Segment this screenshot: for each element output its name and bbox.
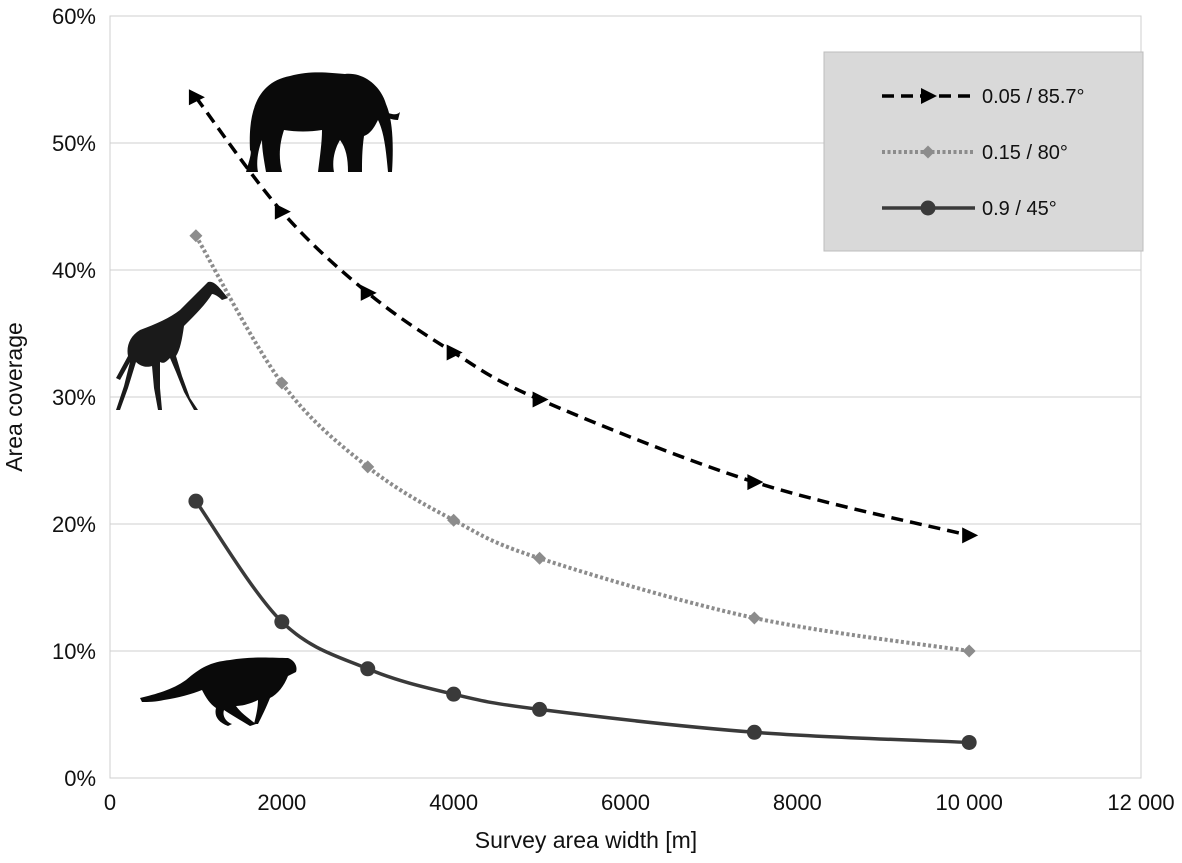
data-point <box>274 614 290 630</box>
y-tick-label: 50% <box>52 131 96 156</box>
legend-marker <box>921 88 937 104</box>
data-point <box>188 493 204 509</box>
y-axis: 0% 10% 20% 30% 40% 50% 60% <box>52 4 96 791</box>
x-tick-label: 8000 <box>773 790 822 815</box>
data-point <box>447 513 461 527</box>
series-3 <box>188 493 977 750</box>
x-axis: 0 2000 4000 6000 8000 10 000 12 000 <box>104 790 1175 815</box>
data-point <box>188 89 205 106</box>
data-point <box>532 701 548 717</box>
legend-item: 0.05 / 85.7° <box>882 86 1085 108</box>
y-tick-label: 30% <box>52 385 96 410</box>
y-axis-title: Area coverage <box>1 322 27 472</box>
legend-box <box>823 51 1144 252</box>
data-point <box>533 551 547 565</box>
data-point <box>746 724 762 740</box>
data-point <box>962 527 979 544</box>
y-tick-label: 60% <box>52 4 96 29</box>
x-axis-title: Survey area width [m] <box>475 827 697 853</box>
y-tick-label: 40% <box>52 258 96 283</box>
y-tick-label: 0% <box>64 766 96 791</box>
data-point <box>747 474 764 491</box>
legend-item: 0.9 / 45° <box>882 198 1057 220</box>
data-point <box>360 661 376 677</box>
legend-marker <box>920 200 936 216</box>
x-tick-label: 10 000 <box>936 790 1003 815</box>
series-layer <box>188 89 979 750</box>
legend-label: 0.05 / 85.7° <box>982 86 1085 108</box>
data-point <box>962 644 976 658</box>
legend-item: 0.15 / 80° <box>882 142 1068 164</box>
y-tick-label: 10% <box>52 639 96 664</box>
y-tick-label: 20% <box>52 512 96 537</box>
x-tick-label: 0 <box>104 790 116 815</box>
data-point <box>189 229 203 243</box>
elephant-icon <box>246 72 400 172</box>
legend-label: 0.15 / 80° <box>982 142 1068 164</box>
data-point <box>747 611 761 625</box>
legend: 0.05 / 85.7° 0.15 / 80° 0.9 / 45° <box>823 51 1144 252</box>
x-tick-label: 6000 <box>601 790 650 815</box>
data-point <box>360 284 377 301</box>
legend-items: 0.05 / 85.7° 0.15 / 80° 0.9 / 45° <box>882 86 1085 220</box>
x-tick-label: 4000 <box>429 790 478 815</box>
data-point <box>275 376 289 390</box>
giraffe-icon <box>116 281 228 410</box>
cheetah-icon <box>140 657 297 726</box>
data-point <box>532 391 549 408</box>
legend-label: 0.9 / 45° <box>982 198 1057 220</box>
series-1 <box>188 89 979 544</box>
data-point <box>274 203 291 220</box>
data-point <box>961 734 977 750</box>
x-tick-label: 2000 <box>257 790 306 815</box>
data-point <box>446 344 463 361</box>
x-tick-label: 12 000 <box>1107 790 1174 815</box>
data-point <box>361 460 375 474</box>
data-point <box>446 686 462 702</box>
legend-marker <box>921 145 935 159</box>
series-2 <box>189 229 976 658</box>
